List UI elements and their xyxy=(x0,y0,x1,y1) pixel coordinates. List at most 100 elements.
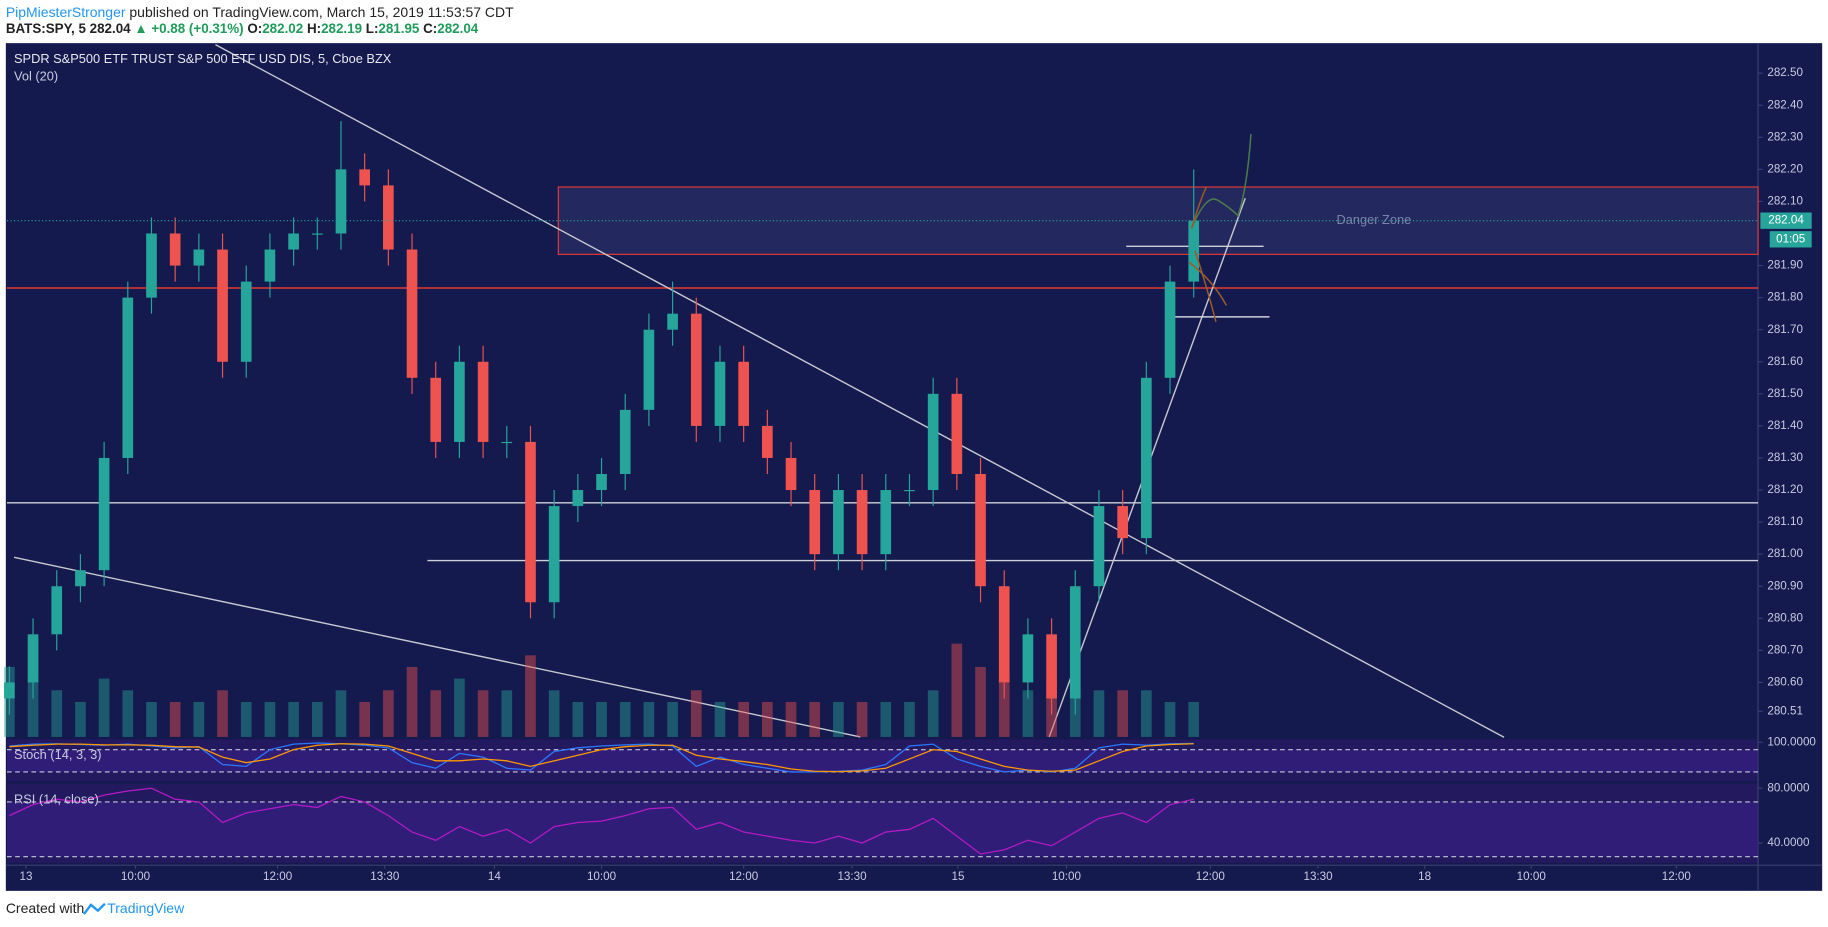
volume-bar xyxy=(690,690,702,737)
candle-body xyxy=(833,490,844,555)
volume-bar xyxy=(311,701,323,737)
y-tick-label: 281.30 xyxy=(1767,451,1803,464)
countdown-text: 01:05 xyxy=(1776,232,1805,245)
candle-body xyxy=(643,329,655,410)
volume-bar xyxy=(809,701,821,737)
volume-bar xyxy=(217,690,228,737)
y-tick-label: 282.40 xyxy=(1767,98,1803,111)
volume-bar xyxy=(998,678,1010,737)
volume-bar xyxy=(596,701,607,737)
volume-bar xyxy=(1188,701,1200,737)
volume-bar xyxy=(714,701,726,737)
candle-body xyxy=(714,361,726,426)
author[interactable]: PipMiesterStronger xyxy=(6,4,126,20)
candle-body xyxy=(146,233,157,298)
plot: 13 10:00 12:00 13:30 14 10:00 12:00 13:30 15 10:0… xyxy=(4,44,1816,883)
volume-bar xyxy=(643,701,655,737)
volume-bar xyxy=(27,678,39,737)
footer-brand[interactable]: TradingView xyxy=(107,900,185,916)
candle-body xyxy=(1069,586,1081,699)
y-tick-label: 281.80 xyxy=(1767,291,1803,304)
candle-body xyxy=(51,586,63,635)
volume-bar xyxy=(619,701,631,737)
pane-title: Stoch (14, 3, 3) xyxy=(14,747,102,762)
candle-body xyxy=(998,586,1010,683)
candle-body xyxy=(501,441,513,444)
volume-bar xyxy=(833,701,844,737)
y-tick-label: 282.10 xyxy=(1767,195,1803,208)
x-tick-label: 12:00 xyxy=(263,870,293,883)
candle-body xyxy=(430,377,442,442)
volume-bar xyxy=(122,690,134,737)
volume-bar xyxy=(193,701,205,737)
y-tick-label: 281.60 xyxy=(1767,355,1803,368)
indicator-line xyxy=(9,742,1194,773)
y-tick-label: 80.0000 xyxy=(1767,781,1810,794)
indicator-line xyxy=(9,743,1194,773)
ohlc-value: 282.04 xyxy=(437,21,479,36)
x-tick-label: 12:00 xyxy=(729,870,759,883)
candle-body xyxy=(762,425,773,458)
candle-body xyxy=(619,409,631,474)
y-tick-label: 280.70 xyxy=(1767,643,1803,656)
y-tick-label: 280.60 xyxy=(1767,676,1803,689)
candle-body xyxy=(1188,220,1200,282)
candle-body xyxy=(785,457,797,491)
y-tick-label: 281.20 xyxy=(1767,483,1803,496)
candle-body xyxy=(690,313,702,426)
candle-body xyxy=(4,682,15,699)
volume-bar xyxy=(454,678,465,737)
candle-body xyxy=(667,313,678,330)
candle-body xyxy=(122,297,134,458)
candle-body xyxy=(454,361,465,442)
header-quote: BATS:SPY, 5 282.04 ▲ +0.88 (+0.31%) O:28… xyxy=(6,21,479,36)
volume-bar xyxy=(98,678,110,737)
drawing-line xyxy=(215,44,1505,738)
countdown-badge xyxy=(1769,231,1812,248)
header-line: PipMiesterStronger published on TradingV… xyxy=(6,4,514,20)
candle-body xyxy=(359,169,370,186)
volume-bar xyxy=(904,701,915,737)
y-tick-label: 280.51 xyxy=(1767,704,1803,717)
y-tick-label: 100.0000 xyxy=(1767,735,1816,748)
x-tick-label: 18 xyxy=(1418,870,1431,883)
candle-body xyxy=(927,393,939,491)
footer-text: Created with xyxy=(6,900,85,916)
y-tick-label: 281.70 xyxy=(1767,323,1803,336)
candle-body xyxy=(27,634,39,683)
volume-bar xyxy=(501,690,513,737)
candle-body xyxy=(525,441,536,603)
candle-body xyxy=(975,473,986,587)
volume-bar xyxy=(880,701,892,737)
volume-bar xyxy=(51,690,63,737)
ohlc-value: 281.95 xyxy=(378,21,420,36)
candle-body xyxy=(98,457,110,571)
candle-body xyxy=(288,233,299,250)
y-tick-label: 282.30 xyxy=(1767,130,1803,143)
ohlc-label: L: xyxy=(366,21,379,36)
volume-bar xyxy=(738,701,749,737)
volume-bar xyxy=(264,701,276,737)
x-tick-label: 14 xyxy=(488,870,501,883)
price-badge xyxy=(1760,212,1812,229)
volume-bar xyxy=(383,690,394,737)
ohlc-value: 282.19 xyxy=(321,21,362,36)
volume-bar xyxy=(548,690,560,737)
volume-bar xyxy=(1164,701,1176,737)
volume-bar xyxy=(856,701,868,737)
price-badge-text: 282.04 xyxy=(1768,214,1804,227)
candle-body xyxy=(1141,377,1152,539)
ohlc-label: O: xyxy=(247,21,262,36)
volume-bar xyxy=(785,701,797,737)
candle-body xyxy=(596,473,607,491)
candle-body xyxy=(406,249,418,378)
volume-bar xyxy=(927,690,939,737)
y-tick-label: 282.50 xyxy=(1767,66,1803,79)
volume-bar xyxy=(240,701,252,737)
candle-body xyxy=(856,490,868,555)
pane-title: RSI (14, close) xyxy=(14,791,99,806)
candle-body xyxy=(1164,281,1176,378)
ohlc-label: H: xyxy=(307,21,321,36)
volume-bar xyxy=(359,701,370,737)
y-tick-label: 280.80 xyxy=(1767,611,1803,624)
